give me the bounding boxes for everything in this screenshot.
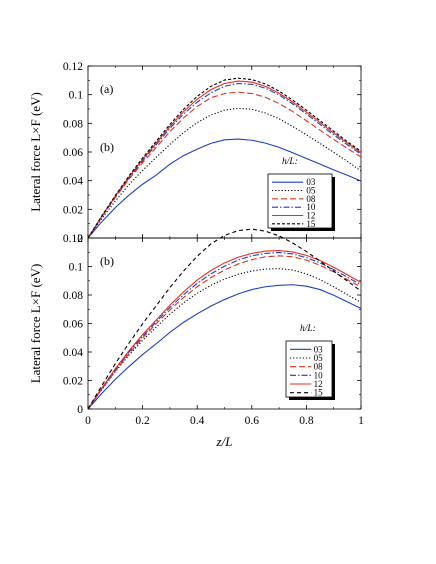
legend-box xyxy=(285,340,333,398)
y-tick-label: 0.12 xyxy=(63,233,83,245)
series-line-12 xyxy=(87,249,362,410)
series-line-15 xyxy=(87,77,362,239)
y-axis-label: Lateral force L×F (eV) xyxy=(28,264,43,384)
legend-label-08: 08 xyxy=(314,362,324,372)
legend-label-12: 12 xyxy=(306,211,315,221)
legend-title: h/L: xyxy=(300,324,316,334)
panel-label: (a) xyxy=(100,82,113,96)
legend-label-12: 12 xyxy=(314,379,323,389)
legend-label-05: 05 xyxy=(306,186,316,196)
y-tick-label: 0.04 xyxy=(63,347,83,359)
y-tick-label: 0.06 xyxy=(63,319,83,331)
x-tick-label: 0.2 xyxy=(135,415,150,427)
panel-label-secondary: (b) xyxy=(100,140,114,154)
series-line-12 xyxy=(87,80,362,239)
x-tick-label: 0.8 xyxy=(299,415,314,427)
x-tick-label: 0.6 xyxy=(245,415,260,427)
legend-label-03: 03 xyxy=(314,344,324,354)
series-line-10 xyxy=(87,82,362,239)
series-line-05 xyxy=(87,268,362,410)
series-line-08 xyxy=(87,255,362,410)
y-tick-label: 0.02 xyxy=(63,376,83,388)
y-tick-label: 0 xyxy=(77,404,83,416)
panel-label: (b) xyxy=(100,254,114,268)
legend-label-10: 10 xyxy=(306,202,316,212)
y-tick-label: 0.04 xyxy=(63,176,83,188)
series-line-03 xyxy=(87,138,362,239)
series-line-10 xyxy=(87,251,362,410)
y-tick-label: 0.1 xyxy=(69,262,84,274)
legend-label-15: 15 xyxy=(314,388,324,398)
series-line-15 xyxy=(87,228,362,410)
y-tick-label: 0 xyxy=(77,233,83,245)
legend-label-10: 10 xyxy=(314,370,324,380)
legend-label-03: 03 xyxy=(306,177,316,187)
x-tick-label: 1 xyxy=(358,415,364,427)
legend-label-15: 15 xyxy=(306,219,316,229)
y-tick-label: 0.08 xyxy=(63,290,83,302)
x-tick-label: 0.4 xyxy=(190,415,205,427)
y-tick-label: 0.1 xyxy=(69,90,84,102)
y-tick-label: 0.12 xyxy=(63,61,83,73)
x-tick-label: 0 xyxy=(85,415,91,427)
series-line-03 xyxy=(87,284,362,410)
y-tick-label: 0.02 xyxy=(63,204,83,216)
y-tick-label: 0.08 xyxy=(63,118,83,130)
legend-label-05: 05 xyxy=(314,353,324,363)
y-tick-label: 0.06 xyxy=(63,147,83,159)
y-axis-label: Lateral force L×F (eV) xyxy=(28,92,43,212)
series-line-05 xyxy=(87,107,362,239)
x-axis-label: z/L xyxy=(216,434,233,449)
legend-label-08: 08 xyxy=(306,194,316,204)
legend-title: h/L: xyxy=(282,157,298,167)
series-line-08 xyxy=(87,91,362,239)
legend-box xyxy=(267,173,333,229)
